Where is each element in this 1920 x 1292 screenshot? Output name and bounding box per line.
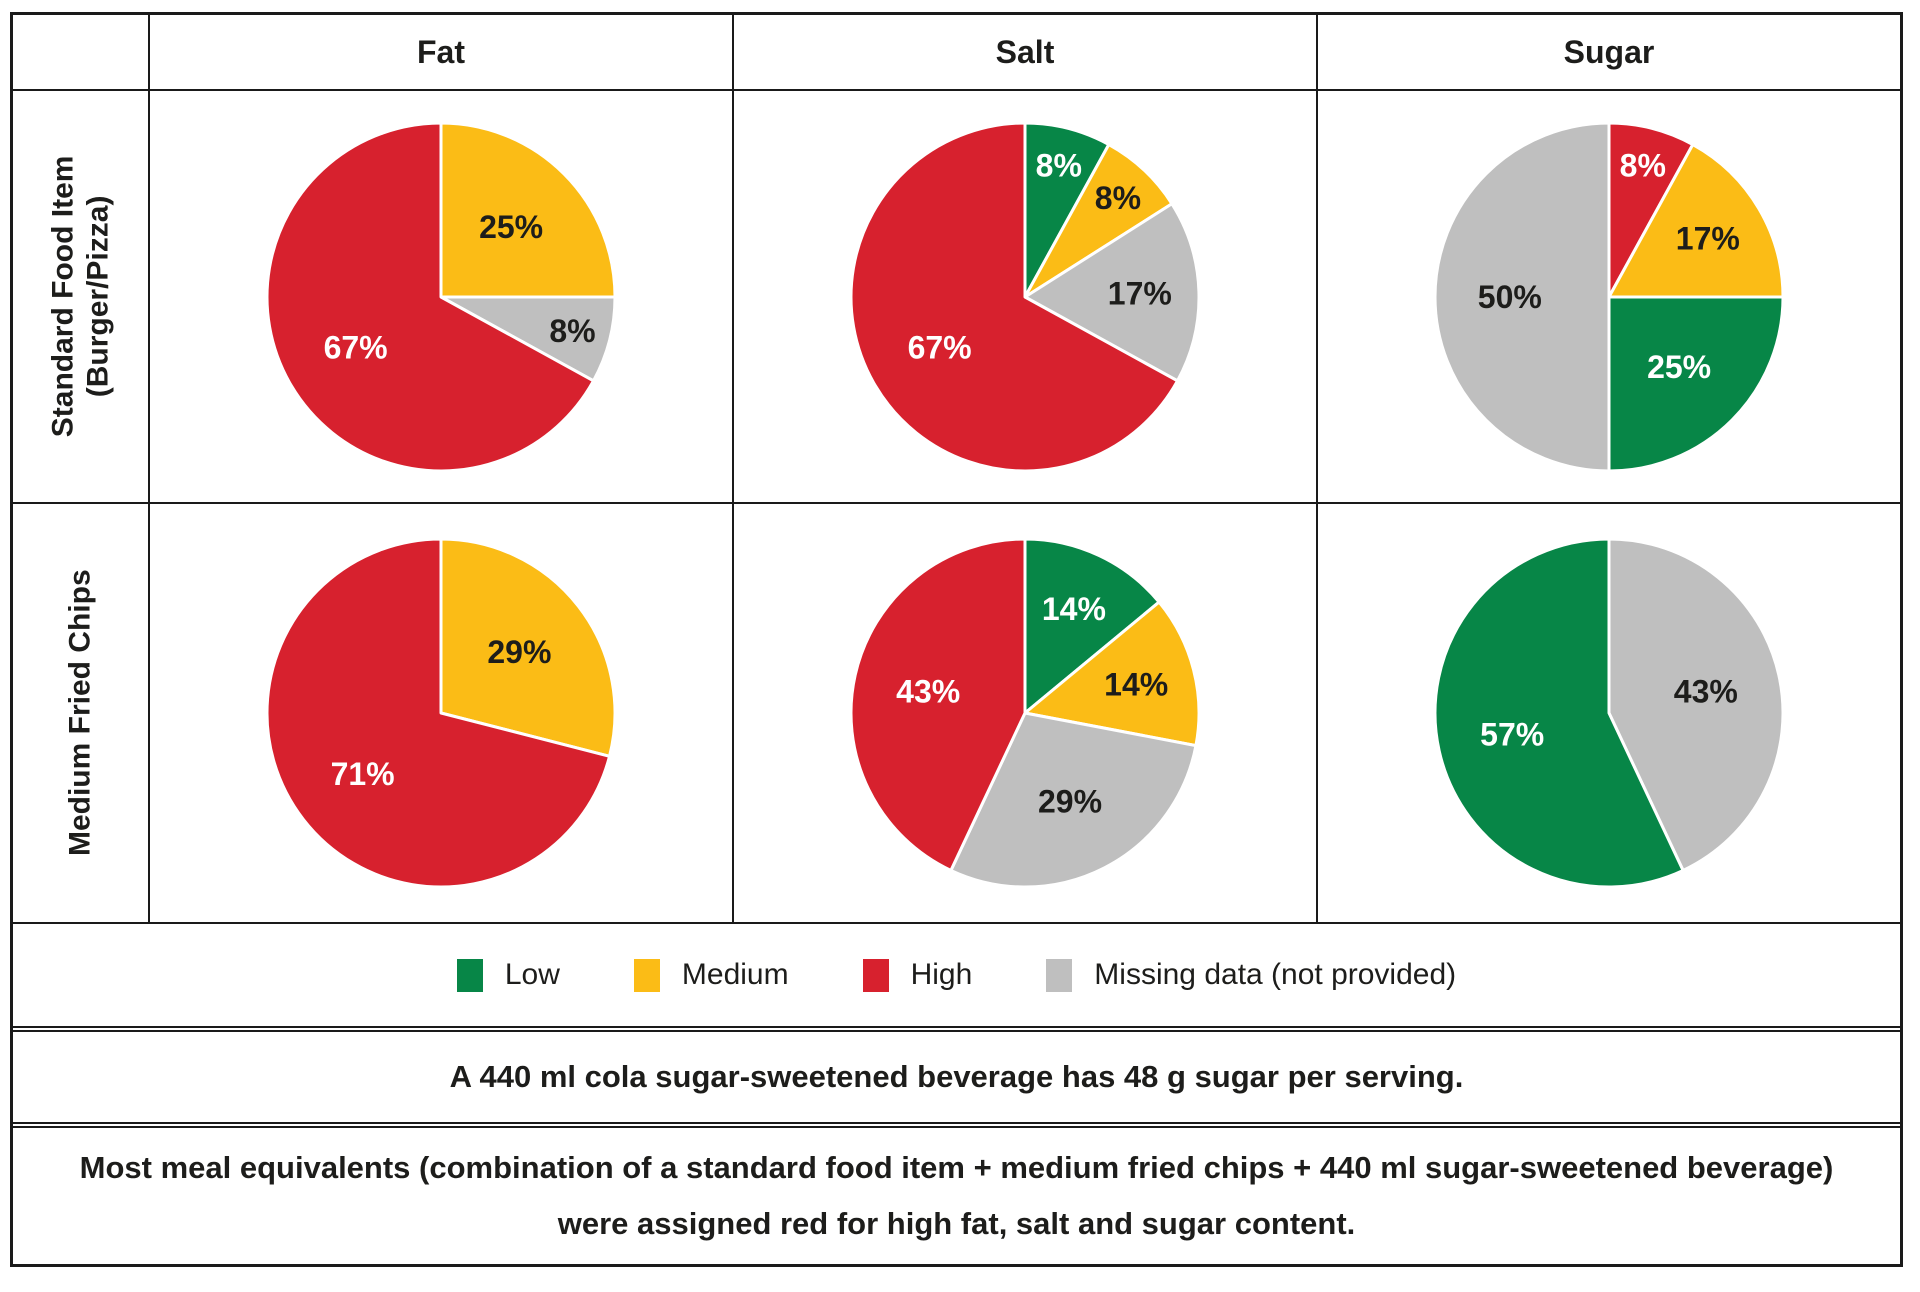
legend: Low Medium High Missing data (not provid… — [13, 922, 1900, 1026]
pie-standard-sugar: 8% 17% 25% 50% — [1433, 121, 1785, 472]
legend-label-low: Low — [504, 958, 560, 991]
column-header-sugar: Sugar — [1316, 15, 1900, 89]
pie-slice-low — [1433, 537, 1685, 889]
pie-chips-salt: 14% 14% 29% 43% — [849, 537, 1201, 889]
legend-swatch-high-icon — [862, 958, 889, 992]
pie-slice-medium — [439, 121, 617, 298]
pie-slice-label: 17% — [1108, 275, 1172, 311]
cell-chips-sugar: 43% 57% — [1316, 502, 1900, 922]
pie-slice-missing — [949, 711, 1198, 889]
cell-standard-salt: 8% 8% 17% 67% — [732, 89, 1316, 502]
legend-item-high: High — [862, 958, 973, 992]
figure-frame: Fat Salt Sugar Standard Food Item (Burge… — [10, 12, 1903, 1267]
pie-slice-label: 29% — [487, 634, 551, 670]
pie-slice-label: 8% — [1620, 147, 1666, 183]
row-header-medium-fried-chips: Medium Fried Chips — [13, 502, 148, 922]
pie-slice-label: 25% — [1647, 349, 1711, 385]
pie-slice-label: 50% — [1478, 279, 1542, 315]
pie-slice-medium — [1607, 142, 1785, 298]
legend-swatch-low-icon — [456, 958, 483, 992]
pie-slice-high — [849, 121, 1179, 472]
pie-slice-high — [265, 121, 595, 472]
pie-slice-missing — [1023, 201, 1201, 382]
pie-slice-label: 29% — [1038, 783, 1102, 819]
pie-slice-label: 8% — [1095, 180, 1141, 216]
pie-chips-fat: 29% 71% — [265, 537, 617, 889]
pie-table: Fat Salt Sugar Standard Food Item (Burge… — [13, 15, 1900, 922]
pie-standard-salt: 8% 8% 17% 67% — [849, 121, 1201, 472]
pie-chips-sugar: 43% 57% — [1433, 537, 1785, 889]
pie-slice-label: 17% — [1676, 220, 1740, 256]
column-header-salt: Salt — [732, 15, 1316, 89]
pie-slice-label: 25% — [479, 208, 543, 244]
pie-slice-high — [849, 537, 1027, 872]
pie-slice-label: 14% — [1104, 666, 1168, 702]
footnote-meal-equivalents-text: Most meal equivalents (combination of a … — [79, 1150, 1834, 1241]
legend-label-medium: Medium — [681, 958, 789, 991]
pie-slice-label: 67% — [324, 329, 388, 365]
legend-label-missing: Missing data (not provided) — [1094, 958, 1457, 991]
pie-slice-missing — [1607, 537, 1785, 872]
pie-slice-label: 43% — [896, 673, 960, 709]
pie-slice-label: 67% — [908, 329, 972, 365]
row-header-standard-food-item: Standard Food Item (Burger/Pizza) — [13, 89, 148, 502]
pie-slice-low — [1607, 295, 1785, 472]
legend-label-high: High — [910, 958, 973, 991]
legend-item-missing: Missing data (not provided) — [1046, 958, 1456, 992]
pie-slice-high — [265, 537, 612, 889]
column-header-fat: Fat — [148, 15, 732, 89]
legend-swatch-missing-icon — [1046, 958, 1073, 992]
legend-item-medium: Medium — [633, 958, 789, 992]
pie-standard-fat: 25% 8% 67% — [265, 121, 617, 472]
pie-slice-medium — [439, 537, 617, 758]
pie-slice-label: 43% — [1674, 673, 1738, 709]
pie-slice-medium — [1023, 600, 1201, 748]
row-label: Medium Fried Chips — [63, 569, 97, 857]
row-label-line1: Standard Food Item — [46, 155, 80, 438]
cell-standard-sugar: 8% 17% 25% 50% — [1316, 89, 1900, 502]
cell-standard-fat: 25% 8% 67% — [148, 89, 732, 502]
footnote-sugar-beverage-text: A 440 ml cola sugar-sweetened beverage h… — [449, 1059, 1464, 1094]
legend-swatch-medium-icon — [633, 958, 660, 992]
row-header-standard-food-item-label: Standard Food Item (Burger/Pizza) — [45, 156, 116, 438]
pie-slice-missing — [1433, 121, 1611, 472]
cell-chips-fat: 29% 71% — [148, 502, 732, 922]
pie-slice-label: 57% — [1480, 717, 1544, 753]
cell-chips-salt: 14% 14% 29% 43% — [732, 502, 1316, 922]
footnote-meal-equivalents: Most meal equivalents (combination of a … — [13, 1122, 1900, 1264]
legend-item-low: Low — [456, 958, 560, 992]
row-label-line2: (Burger/Pizza) — [81, 195, 115, 398]
row-header-medium-fried-chips-label: Medium Fried Chips — [63, 570, 98, 857]
footnote-sugar-beverage: A 440 ml cola sugar-sweetened beverage h… — [13, 1026, 1900, 1122]
pie-slice-label: 71% — [331, 756, 395, 792]
pie-slice-label: 14% — [1042, 591, 1106, 627]
pie-slice-label: 8% — [549, 312, 595, 348]
pie-slice-label: 8% — [1036, 147, 1082, 183]
pie-slice-low — [1023, 537, 1161, 715]
corner-cell — [13, 15, 148, 89]
